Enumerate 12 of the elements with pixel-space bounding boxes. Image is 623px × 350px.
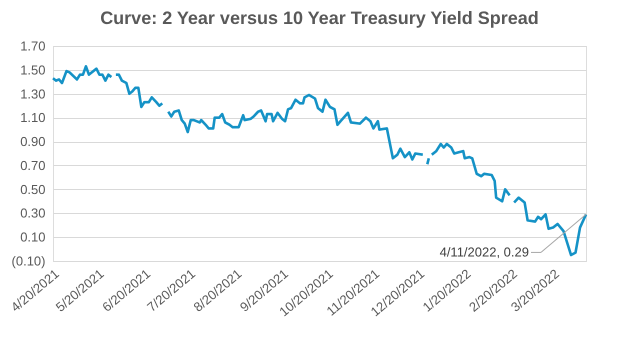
y-tick-label: 0.50 <box>20 182 46 197</box>
y-tick-label: 0.30 <box>20 206 46 221</box>
y-tick-label: 1.70 <box>20 38 46 54</box>
y-tick-label: (0.10) <box>12 254 46 268</box>
y-tick-label: 1.10 <box>20 110 46 126</box>
y-tick-label: 0.90 <box>20 134 46 150</box>
annotation: 4/11/2022, 0.29 <box>440 244 529 260</box>
y-tick-label: 0.10 <box>20 230 46 245</box>
y-tick-label: 1.30 <box>20 86 46 102</box>
y-tick-label: 1.50 <box>20 62 46 78</box>
y-tick-label: 0.70 <box>20 158 46 173</box>
chart-title: Curve: 2 Year versus 10 Year Treasury Yield Spread <box>100 8 539 28</box>
